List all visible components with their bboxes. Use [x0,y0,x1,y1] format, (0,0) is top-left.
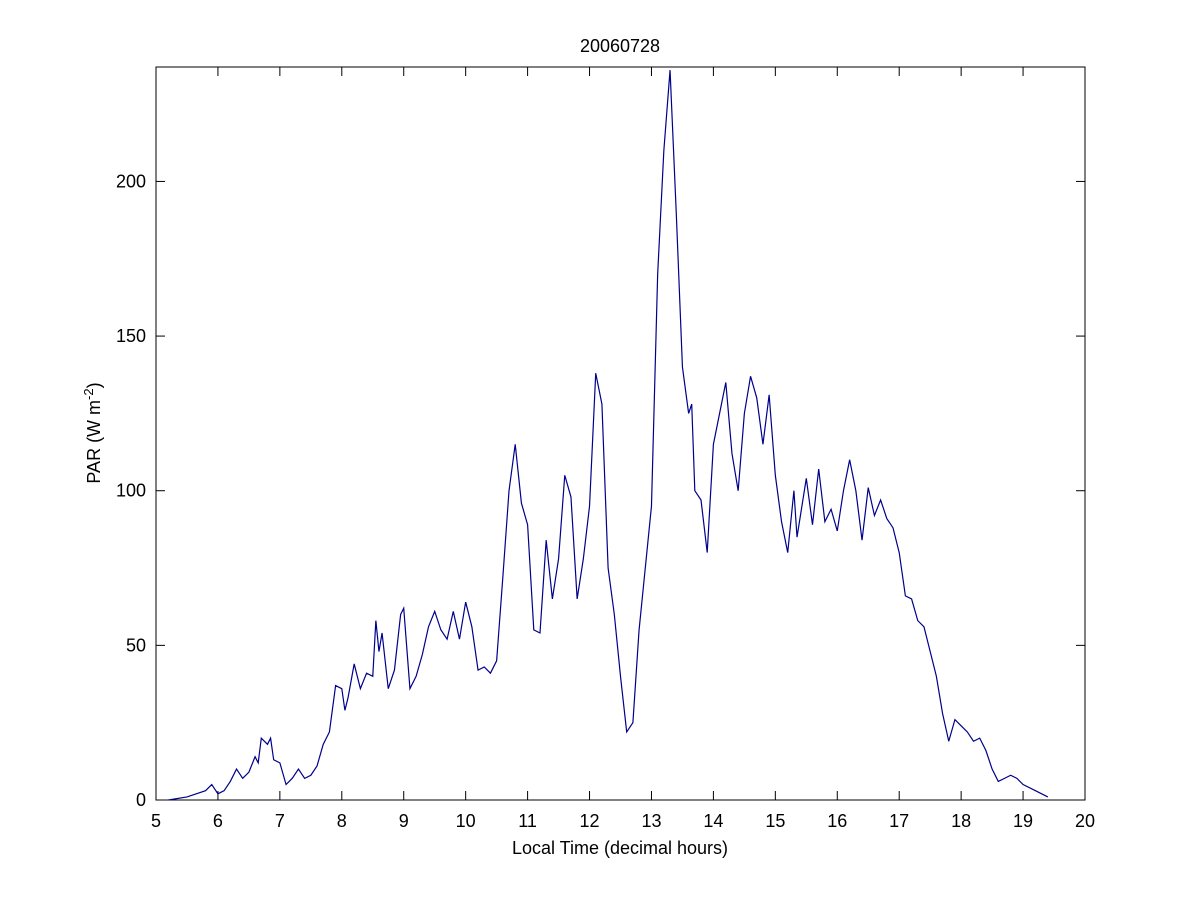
x-tick-label: 16 [827,811,847,831]
x-tick-label: 18 [951,811,971,831]
y-tick-label: 200 [116,171,146,191]
x-tick-label: 7 [275,811,285,831]
y-axis-label-end: ) [84,382,104,388]
data-line [168,70,1049,801]
y-tick-label: 50 [126,635,146,655]
axes-box [155,66,1086,801]
y-tick-label: 0 [136,790,146,810]
x-tick-label: 8 [337,811,347,831]
x-tick-label: 19 [1013,811,1033,831]
x-tick-label: 15 [765,811,785,831]
x-axis-label: Local Time (decimal hours) [512,838,728,858]
y-tick-label: 100 [116,481,146,501]
x-tick-label: 9 [399,811,409,831]
y-axis-label-sup: -2 [81,388,96,400]
x-tick-label: 14 [703,811,723,831]
y-tick-label: 150 [116,326,146,346]
x-tick-label: 5 [151,811,161,831]
chart-title: 20060728 [580,36,660,56]
y-axis-label-main: PAR (W m [84,400,104,484]
x-tick-label: 12 [580,811,600,831]
y-axis-label: PAR (W m-2) [81,382,104,483]
x-tick-label: 10 [456,811,476,831]
x-tick-label: 13 [641,811,661,831]
x-tick-label: 17 [889,811,909,831]
x-tick-label: 11 [518,811,537,831]
x-tick-label: 6 [213,811,223,831]
x-tick-label: 20 [1075,811,1095,831]
